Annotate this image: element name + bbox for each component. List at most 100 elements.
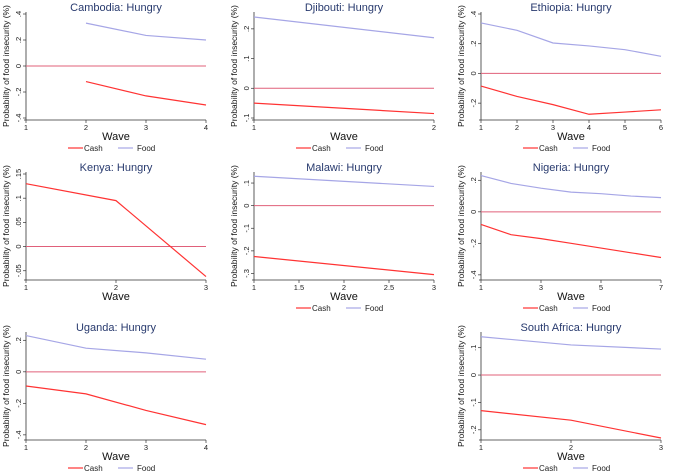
x-tick-label: 5 xyxy=(599,283,603,292)
y-tick-label: .2 xyxy=(469,177,478,183)
x-axis-label: Wave xyxy=(102,451,130,463)
legend-label-food: Food xyxy=(365,144,383,153)
series-line-food xyxy=(480,336,662,350)
y-tick-label: -.05 xyxy=(14,264,23,277)
x-axis-label: Wave xyxy=(557,291,585,303)
x-tick-label: 5 xyxy=(623,123,627,132)
y-tick-label: -.1 xyxy=(242,224,251,233)
y-tick-label: 0 xyxy=(14,64,23,68)
y-tick-label: -.2 xyxy=(14,88,23,97)
series-line-cash xyxy=(253,102,435,115)
x-tick-label: 2 xyxy=(569,443,573,452)
x-tick-label: 1 xyxy=(479,283,483,292)
legend-label-cash: Cash xyxy=(84,464,103,473)
chart-title: Kenya: Hungry xyxy=(80,162,153,174)
x-tick-label: 3 xyxy=(144,123,148,132)
chart-panel: Nigeria: Hungry -.4 -.2 0 .2 1 3 5 7 Probability … xyxy=(456,162,663,313)
y-tick-label: .2 xyxy=(242,26,251,32)
legend-label-food: Food xyxy=(365,304,383,313)
y-tick-label: -.4 xyxy=(469,270,478,279)
y-tick-label: -.3 xyxy=(242,269,251,278)
x-tick-label: 4 xyxy=(204,443,208,452)
x-tick-label: 1 xyxy=(252,283,256,292)
y-tick-label: .15 xyxy=(14,169,23,179)
legend-label-food: Food xyxy=(592,304,610,313)
chart-title: Djibouti: Hungry xyxy=(305,2,384,14)
x-axis-label: Wave xyxy=(557,451,585,463)
y-tick-label: .1 xyxy=(242,55,251,61)
legend-label-cash: Cash xyxy=(312,304,331,313)
y-tick-label: 0 xyxy=(469,373,478,377)
x-tick-label: 4 xyxy=(204,123,208,132)
x-tick-label: 2 xyxy=(84,443,88,452)
legend-label-cash: Cash xyxy=(84,144,103,153)
series-line-food xyxy=(25,334,207,360)
y-tick-label: .1 xyxy=(469,345,478,351)
x-axis-label: Wave xyxy=(330,291,358,303)
x-axis-label: Wave xyxy=(330,131,358,143)
x-tick-label: 1 xyxy=(252,123,256,132)
series-line-food xyxy=(253,16,435,39)
legend-label-food: Food xyxy=(137,144,155,153)
x-tick-label: 3 xyxy=(659,443,663,452)
y-tick-label: .4 xyxy=(469,11,478,17)
series-line-cash xyxy=(480,85,662,115)
x-tick-label: 4 xyxy=(587,123,591,132)
chart-panel: Malawi: Hungry -.3 -.2 -.1 0 .1 1 1.5 2 2.5 3 Proba… xyxy=(229,162,436,313)
chart-panel: Cambodia: Hungry -.4 -.2 0 .2 .4 1 2 3 4 Probabili… xyxy=(1,2,208,153)
chart-panel: Kenya: Hungry -.05 0 .05 .1 .15 1 2 3 Probability… xyxy=(1,162,208,303)
y-tick-label: -.4 xyxy=(14,114,23,123)
y-tick-label: 0 xyxy=(242,86,251,90)
x-axis-label: Wave xyxy=(102,131,130,143)
y-axis-label: Probability of food insecurity (%) xyxy=(456,165,466,287)
y-tick-label: -.2 xyxy=(469,99,478,108)
y-tick-label: 0 xyxy=(242,204,251,208)
chart-title: South Africa: Hungry xyxy=(521,322,622,334)
x-tick-label: 1 xyxy=(24,123,28,132)
legend-label-food: Food xyxy=(592,144,610,153)
chart-title: Ethiopia: Hungry xyxy=(530,2,612,14)
y-axis-label: Probability of food insecurity (%) xyxy=(1,325,11,447)
x-tick-label: 7 xyxy=(659,283,663,292)
x-tick-label: 3 xyxy=(539,283,543,292)
y-axis-label: Probability of food insecurity (%) xyxy=(456,5,466,127)
x-axis-label: Wave xyxy=(102,291,130,303)
legend-label-cash: Cash xyxy=(539,144,558,153)
y-axis-label: Probability of food insecurity (%) xyxy=(229,165,239,287)
x-tick-label: 2 xyxy=(114,283,118,292)
x-tick-label: 1 xyxy=(24,283,28,292)
y-tick-label: .2 xyxy=(469,41,478,47)
y-tick-label: .05 xyxy=(14,217,23,227)
x-tick-label: 2 xyxy=(342,283,346,292)
y-axis-label: Probability of food insecurity (%) xyxy=(1,165,11,287)
y-tick-label: .1 xyxy=(14,195,23,201)
y-tick-label: -.2 xyxy=(469,239,478,248)
chart-panel: Uganda: Hungry -.4 -.2 0 .2 1 2 3 4 Probability o… xyxy=(1,322,208,473)
x-tick-label: 3 xyxy=(144,443,148,452)
x-tick-label: 6 xyxy=(659,123,663,132)
x-tick-label: 2 xyxy=(515,123,519,132)
x-tick-label: 1 xyxy=(24,443,28,452)
x-tick-label: 1 xyxy=(479,123,483,132)
y-tick-label: .4 xyxy=(14,11,23,17)
x-tick-label: 3 xyxy=(204,283,208,292)
y-tick-label: 0 xyxy=(469,210,478,214)
x-tick-label: 1 xyxy=(479,443,483,452)
series-line-cash xyxy=(480,223,662,259)
series-line-food xyxy=(480,174,662,199)
legend-label-cash: Cash xyxy=(312,144,331,153)
series-line-food xyxy=(85,22,207,41)
x-tick-label: 2 xyxy=(432,123,436,132)
y-axis-label: Probability of food insecurity (%) xyxy=(229,5,239,127)
series-line-cash xyxy=(25,183,207,278)
legend-label-cash: Cash xyxy=(539,304,558,313)
y-tick-label: 0 xyxy=(469,71,478,75)
x-tick-label: 2.5 xyxy=(384,283,394,292)
x-tick-label: 1.5 xyxy=(294,283,304,292)
chart-panel: Ethiopia: Hungry -.2 0 .2 .4 1 2 3 4 5 6 Probabilit… xyxy=(456,2,663,153)
y-tick-label: .2 xyxy=(14,337,23,343)
legend-label-food: Food xyxy=(137,464,155,473)
chart-title: Cambodia: Hungry xyxy=(70,2,162,14)
series-line-cash xyxy=(85,81,207,106)
